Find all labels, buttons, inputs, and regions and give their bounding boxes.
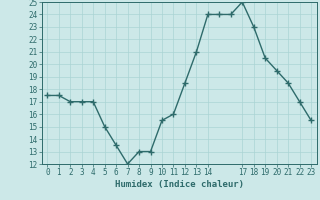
X-axis label: Humidex (Indice chaleur): Humidex (Indice chaleur) [115, 180, 244, 189]
